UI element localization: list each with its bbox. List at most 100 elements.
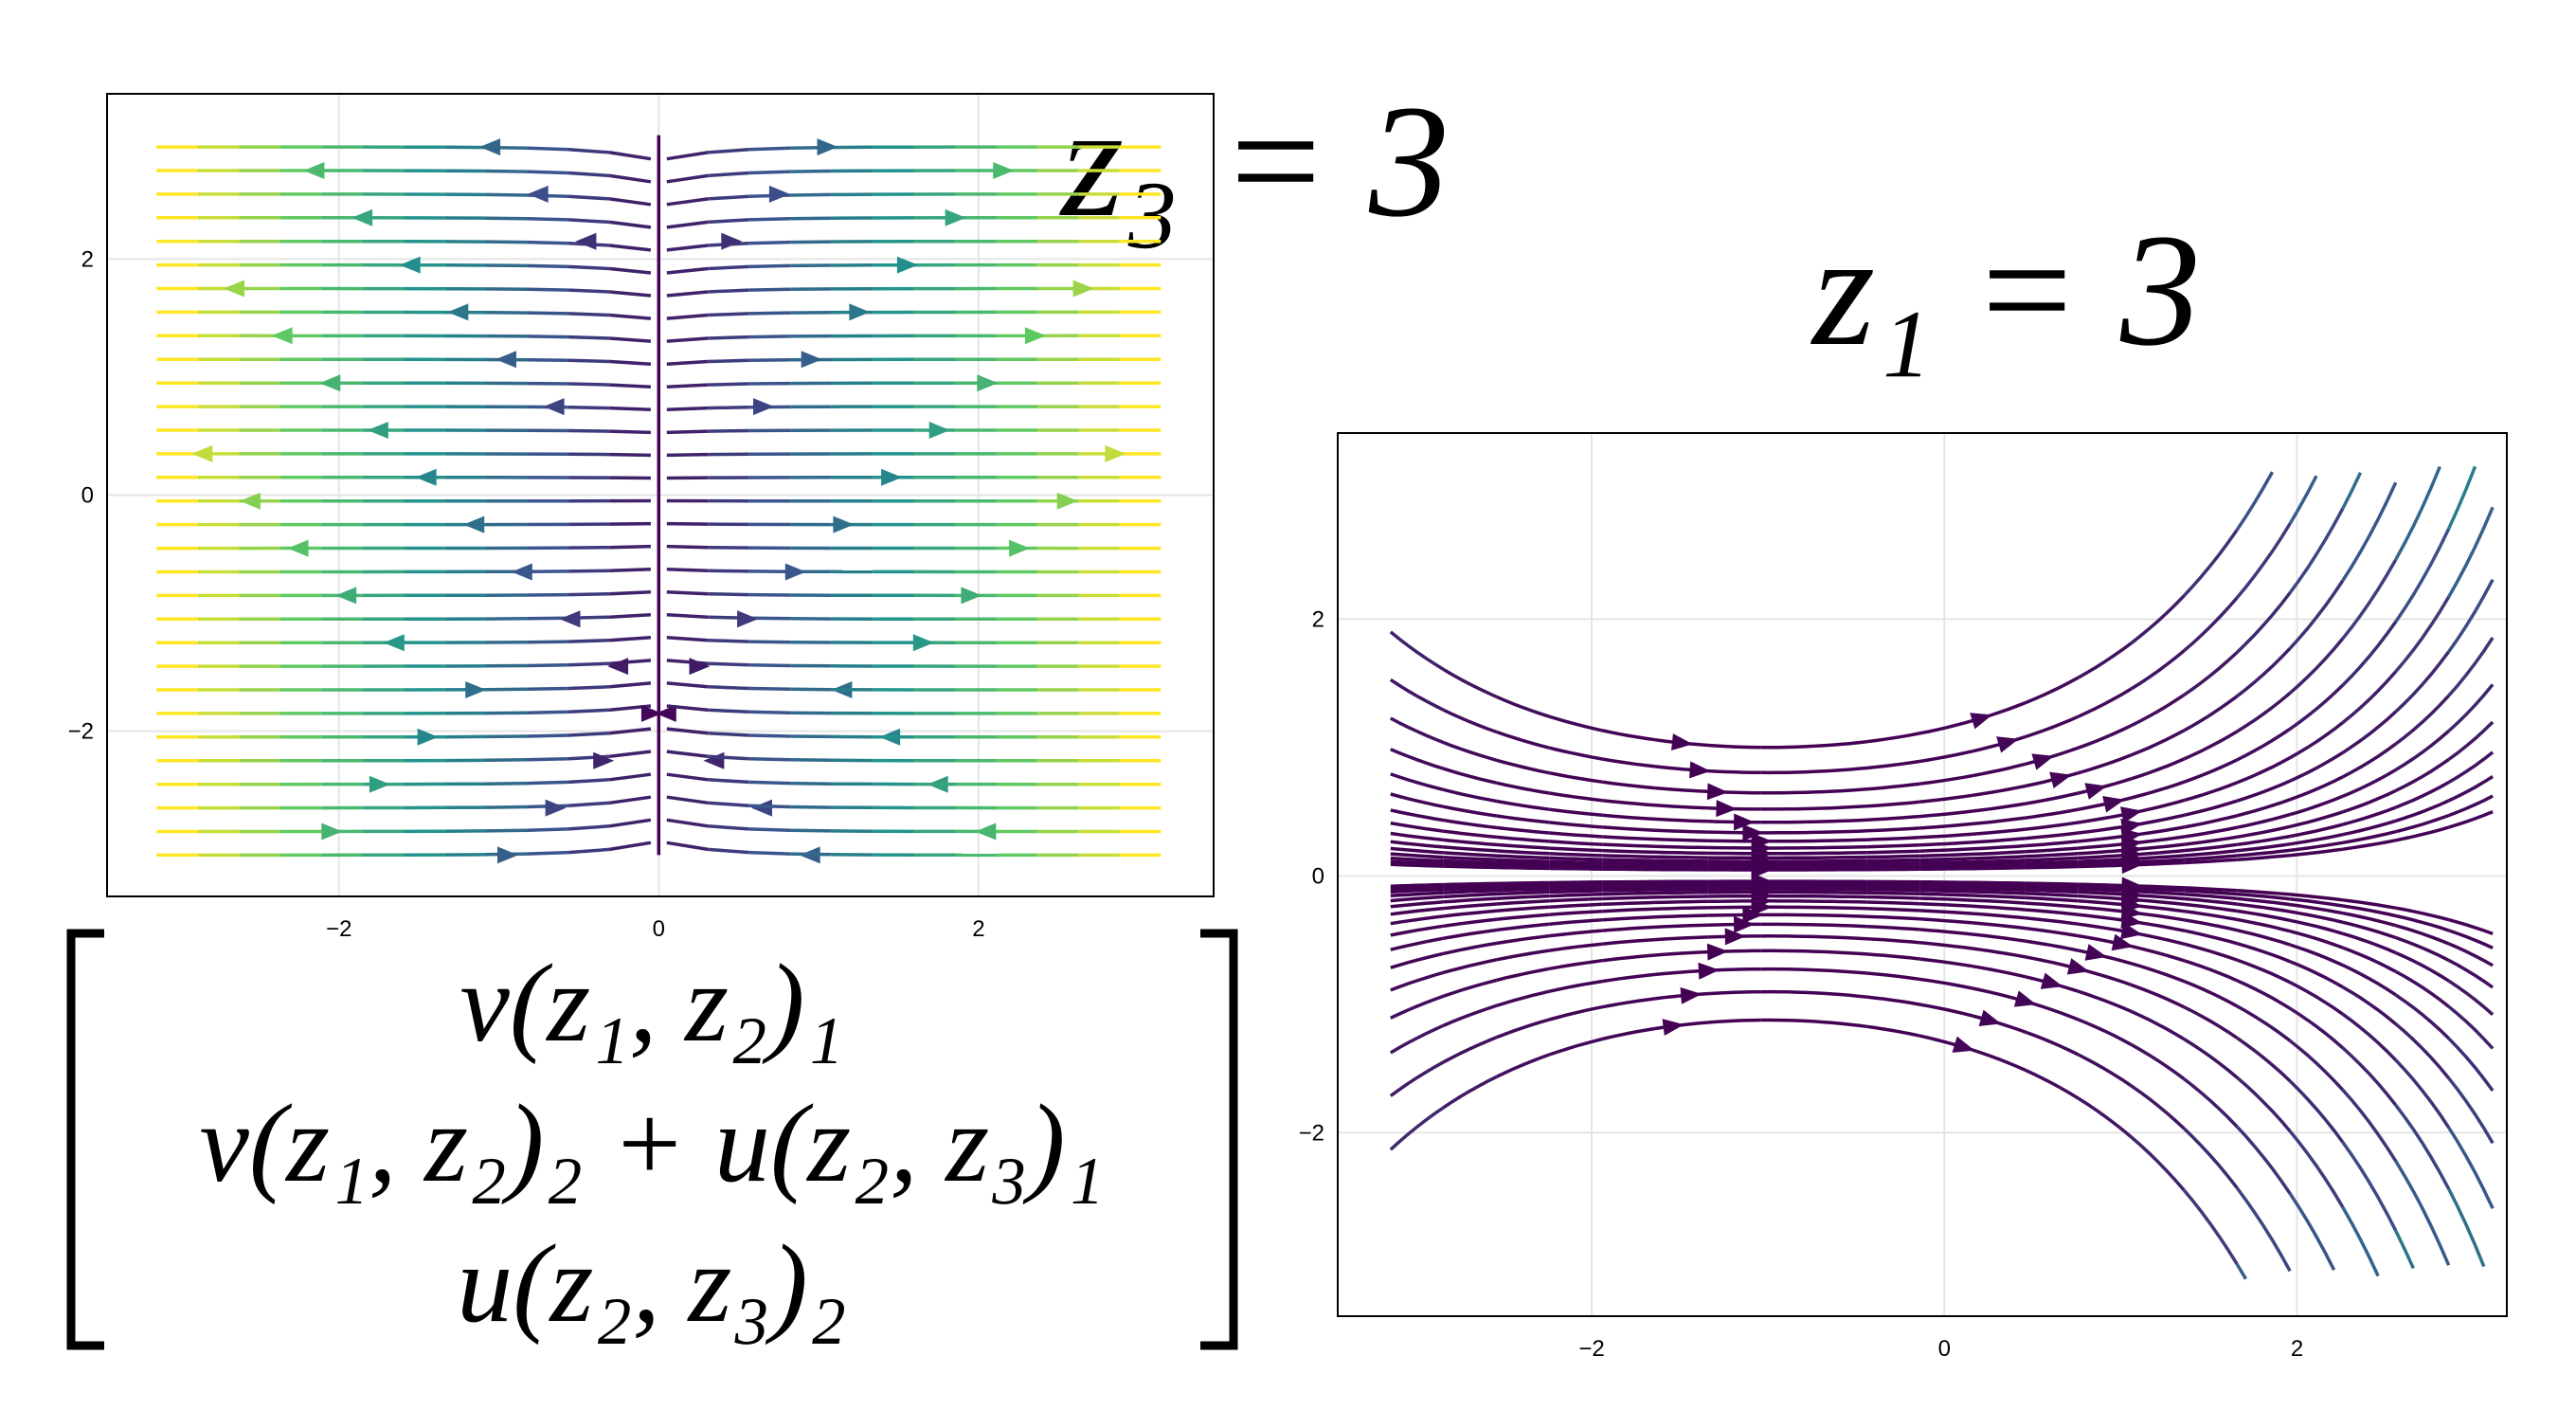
streamline [567, 708, 610, 714]
streamline [748, 850, 791, 856]
streamline [2289, 750, 2344, 783]
streamline [1390, 831, 1444, 842]
streamline [2289, 847, 2344, 858]
streamline [1972, 890, 2026, 895]
streamline [1919, 832, 1973, 840]
streamline [2183, 730, 2239, 761]
streamline [1496, 884, 1550, 890]
streamline [1443, 1003, 1498, 1027]
streamline [1760, 949, 1814, 953]
streamline [1760, 769, 1814, 775]
streamline [666, 681, 709, 689]
streamline [1866, 732, 1920, 744]
streamline [1390, 900, 1444, 909]
streamline [1602, 883, 1656, 888]
stream-arrow [287, 539, 309, 557]
streamline [666, 266, 709, 275]
stream-arrow [1025, 327, 1046, 345]
streamline [2183, 529, 2239, 597]
streamline [2395, 935, 2450, 962]
stream-arrow [912, 634, 934, 652]
streamline [666, 772, 709, 782]
streamline [2342, 920, 2397, 940]
streamline [2235, 591, 2292, 654]
streamline [2394, 730, 2450, 771]
streamline [2077, 687, 2133, 718]
streamline [1813, 895, 1867, 899]
streamline [1549, 942, 1603, 952]
streamline [2394, 695, 2450, 746]
stream-arrow [1105, 444, 1126, 462]
stream-arrow [1072, 280, 1094, 298]
streamline [609, 359, 652, 366]
streamline [2184, 892, 2238, 901]
streamline [1760, 989, 1814, 995]
streamline [1813, 829, 1867, 835]
streamline [2184, 835, 2238, 846]
streamline [1866, 849, 1920, 855]
streamline [748, 217, 791, 222]
streamline [2236, 1076, 2292, 1132]
streamline [708, 171, 749, 178]
stream-arrow [896, 256, 918, 274]
streamline [1972, 816, 2027, 826]
streamline [1601, 780, 1656, 790]
stream-arrow [1662, 1019, 1684, 1036]
streamline [1549, 821, 1603, 829]
streamline [1389, 678, 1445, 712]
streamline [2447, 578, 2495, 653]
streamline [2342, 839, 2397, 851]
streamline [1919, 822, 1973, 830]
streamline [1654, 828, 1708, 834]
streamline [2288, 475, 2318, 525]
stream-arrow [415, 468, 437, 486]
stream-arrow [977, 374, 999, 392]
streamline [527, 827, 568, 833]
streamline [666, 290, 709, 298]
streamline [2289, 930, 2344, 949]
streamline [1390, 970, 1445, 992]
stream-arrow [689, 658, 711, 676]
streamline [708, 847, 749, 855]
streamline [1972, 802, 2027, 813]
streamline [1602, 900, 1656, 907]
streamline [1760, 967, 1814, 972]
stream-arrow [575, 232, 597, 250]
streamline [1548, 1037, 1603, 1057]
streamline [2289, 832, 2344, 846]
streamline [2130, 1042, 2186, 1081]
streamline [1972, 784, 2027, 798]
streamline [2078, 724, 2133, 750]
streamline [1390, 906, 1444, 916]
streamline [2025, 901, 2079, 909]
streamline [1443, 804, 1497, 818]
streamline [2025, 821, 2079, 831]
streamline [1972, 863, 2026, 869]
streamline [1549, 840, 1603, 846]
stream-arrow [1978, 1009, 2002, 1026]
streamline [1813, 1020, 1867, 1029]
streamline [2289, 981, 2344, 1016]
streamline [1443, 740, 1498, 762]
stream-arrow [784, 563, 806, 581]
streamline [2025, 856, 2079, 862]
streamline [609, 795, 652, 805]
streamline [1496, 781, 1550, 795]
streamline [1549, 859, 1603, 865]
streamline [1601, 1026, 1656, 1041]
stream-arrow [224, 280, 244, 298]
stream-arrow [321, 822, 343, 841]
stream-arrow [1706, 783, 1729, 801]
stream-arrow [1751, 873, 1773, 891]
streamline [666, 313, 709, 320]
x-tick-label: 0 [1938, 1336, 1951, 1362]
streamline [2342, 904, 2397, 918]
streamline [1549, 889, 1603, 895]
streamline [527, 217, 568, 222]
streamline [1390, 882, 1444, 889]
streamline [2025, 859, 2079, 865]
streamline [2183, 758, 2238, 784]
streamline [1919, 885, 1973, 891]
streamline [1813, 844, 1867, 850]
